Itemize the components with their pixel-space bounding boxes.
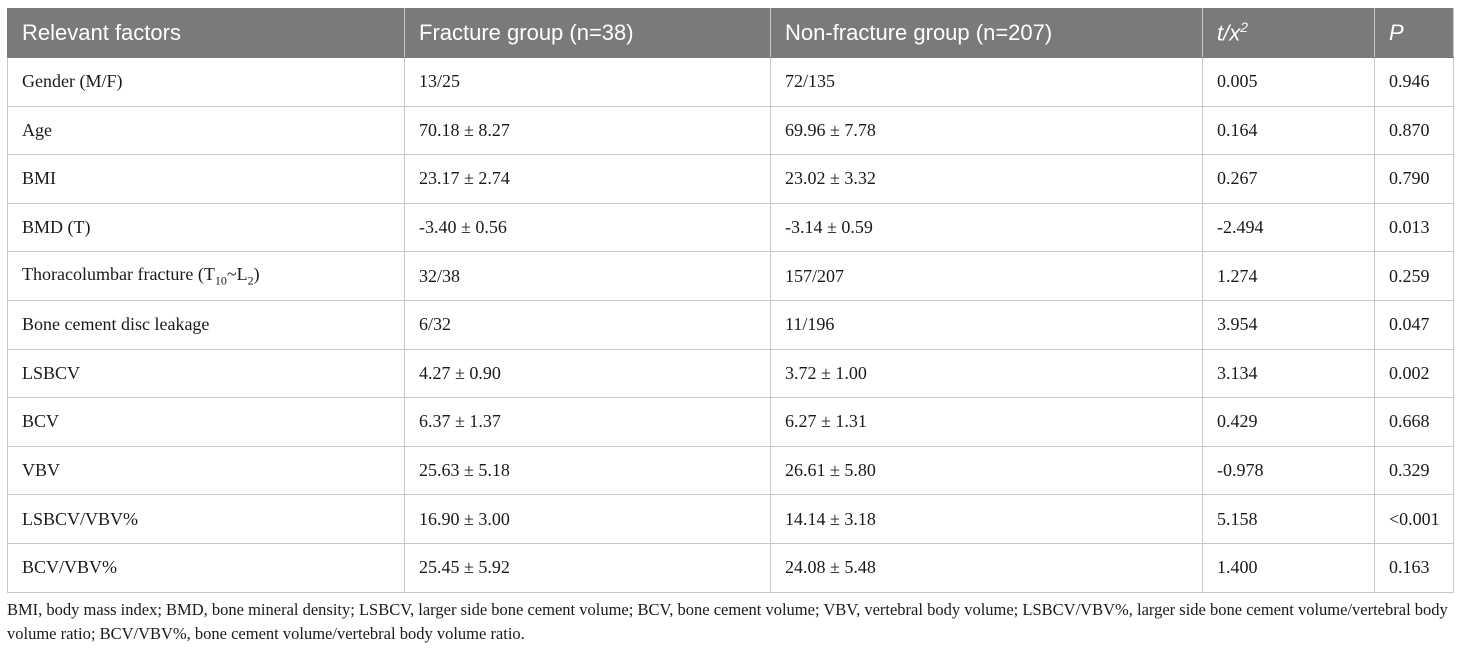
header-non-fracture-group: Non-fracture group (n=207) xyxy=(770,8,1203,58)
cell-factor: Age xyxy=(7,105,405,156)
table-header-row: Relevant factors Fracture group (n=38) N… xyxy=(7,8,1454,58)
table-container: Relevant factors Fracture group (n=38) N… xyxy=(7,8,1454,593)
cell-non-fracture: 26.61 ± 5.80 xyxy=(770,445,1203,496)
table-row: BMI 23.17 ± 2.74 23.02 ± 3.32 0.267 0.79… xyxy=(7,154,1454,204)
cell-non-fracture: 23.02 ± 3.32 xyxy=(770,154,1203,204)
header-stat-base: t/x xyxy=(1217,20,1241,46)
cell-fracture: 6.37 ± 1.37 xyxy=(404,397,771,447)
cell-statistic: 0.429 xyxy=(1202,397,1375,447)
header-fracture-group: Fracture group (n=38) xyxy=(404,8,771,58)
cell-factor: Gender (M/F) xyxy=(7,57,405,107)
cell-fracture: 6/32 xyxy=(404,299,771,350)
cell-statistic: 0.164 xyxy=(1202,105,1375,156)
cell-p-value: 0.013 xyxy=(1374,202,1454,253)
cell-fracture: 13/25 xyxy=(404,57,771,107)
cell-p-value: <0.001 xyxy=(1374,494,1454,544)
cell-statistic: 3.134 xyxy=(1202,348,1375,399)
cell-factor: BCV xyxy=(7,397,405,447)
factor-subscript-b: 10 xyxy=(214,273,227,288)
table-footnote: BMI, body mass index; BMD, bone mineral … xyxy=(7,600,1448,643)
cell-factor: LSBCV/VBV% xyxy=(7,494,405,544)
cell-statistic: 5.158 xyxy=(1202,494,1375,544)
cell-p-value: 0.329 xyxy=(1374,445,1454,496)
cell-non-fracture: 24.08 ± 5.48 xyxy=(770,542,1203,593)
cell-fracture: 16.90 ± 3.00 xyxy=(404,494,771,544)
cell-fracture: 25.45 ± 5.92 xyxy=(404,542,771,593)
cell-non-fracture: 72/135 xyxy=(770,57,1203,107)
factor-text-e: ) xyxy=(253,263,260,284)
cell-factor: BCV/VBV% xyxy=(7,542,405,593)
cell-non-fracture: 14.14 ± 3.18 xyxy=(770,494,1203,544)
cell-non-fracture: 157/207 xyxy=(770,251,1203,301)
cell-factor: Bone cement disc leakage xyxy=(7,299,405,350)
cell-statistic: 1.274 xyxy=(1202,251,1375,301)
cell-statistic: 0.005 xyxy=(1202,57,1375,107)
cell-factor: BMI xyxy=(7,154,405,204)
cell-statistic: 0.267 xyxy=(1202,154,1375,204)
cell-fracture: 25.63 ± 5.18 xyxy=(404,445,771,496)
cell-non-fracture: 3.72 ± 1.00 xyxy=(770,348,1203,399)
cell-fracture: 32/38 xyxy=(404,251,771,301)
cell-p-value: 0.870 xyxy=(1374,105,1454,156)
table-row: BCV/VBV% 25.45 ± 5.92 24.08 ± 5.48 1.400… xyxy=(7,542,1454,593)
cell-p-value: 0.668 xyxy=(1374,397,1454,447)
table-row: Age 70.18 ± 8.27 69.96 ± 7.78 0.164 0.87… xyxy=(7,105,1454,156)
table-row: BCV 6.37 ± 1.37 6.27 ± 1.31 0.429 0.668 xyxy=(7,397,1454,447)
cell-statistic: -0.978 xyxy=(1202,445,1375,496)
cell-fracture: 4.27 ± 0.90 xyxy=(404,348,771,399)
cell-fracture: 70.18 ± 8.27 xyxy=(404,105,771,156)
cell-p-value: 0.002 xyxy=(1374,348,1454,399)
cell-non-fracture: 6.27 ± 1.31 xyxy=(770,397,1203,447)
cell-p-value: 0.790 xyxy=(1374,154,1454,204)
table-row: LSBCV 4.27 ± 0.90 3.72 ± 1.00 3.134 0.00… xyxy=(7,348,1454,399)
cell-non-fracture: -3.14 ± 0.59 xyxy=(770,202,1203,253)
factor-subscript-d: 2 xyxy=(247,273,254,288)
table-row: Gender (M/F) 13/25 72/135 0.005 0.946 xyxy=(7,57,1454,107)
table-row: BMD (T) -3.40 ± 0.56 -3.14 ± 0.59 -2.494… xyxy=(7,202,1454,253)
cell-factor: LSBCV xyxy=(7,348,405,399)
cell-factor: VBV xyxy=(7,445,405,496)
header-test-statistic: t/x2 xyxy=(1202,8,1375,58)
cell-fracture: -3.40 ± 0.56 xyxy=(404,202,771,253)
cell-p-value: 0.259 xyxy=(1374,251,1454,301)
cell-factor: BMD (T) xyxy=(7,202,405,253)
cell-p-value: 0.047 xyxy=(1374,299,1454,350)
cell-factor: Thoracolumbar fracture (T10~L2) xyxy=(7,251,405,301)
cell-fracture: 23.17 ± 2.74 xyxy=(404,154,771,204)
table-row: Thoracolumbar fracture (T10~L2) 32/38 15… xyxy=(7,251,1454,301)
table-row: Bone cement disc leakage 6/32 11/196 3.9… xyxy=(7,299,1454,350)
cell-non-fracture: 11/196 xyxy=(770,299,1203,350)
cell-p-value: 0.946 xyxy=(1374,57,1454,107)
cell-p-value: 0.163 xyxy=(1374,542,1454,593)
header-stat-superscript: 2 xyxy=(1240,19,1249,36)
cell-statistic: 1.400 xyxy=(1202,542,1375,593)
cell-statistic: 3.954 xyxy=(1202,299,1375,350)
cell-non-fracture: 69.96 ± 7.78 xyxy=(770,105,1203,156)
header-p-value: P xyxy=(1374,8,1454,58)
factor-text-a: Thoracolumbar fracture (T xyxy=(22,263,215,284)
factor-text-c: ~L xyxy=(226,263,248,284)
table-row: VBV 25.63 ± 5.18 26.61 ± 5.80 -0.978 0.3… xyxy=(7,445,1454,496)
table-row: LSBCV/VBV% 16.90 ± 3.00 14.14 ± 3.18 5.1… xyxy=(7,494,1454,544)
header-relevant-factors: Relevant factors xyxy=(7,8,405,58)
comparison-table: Relevant factors Fracture group (n=38) N… xyxy=(7,8,1454,593)
cell-statistic: -2.494 xyxy=(1202,202,1375,253)
